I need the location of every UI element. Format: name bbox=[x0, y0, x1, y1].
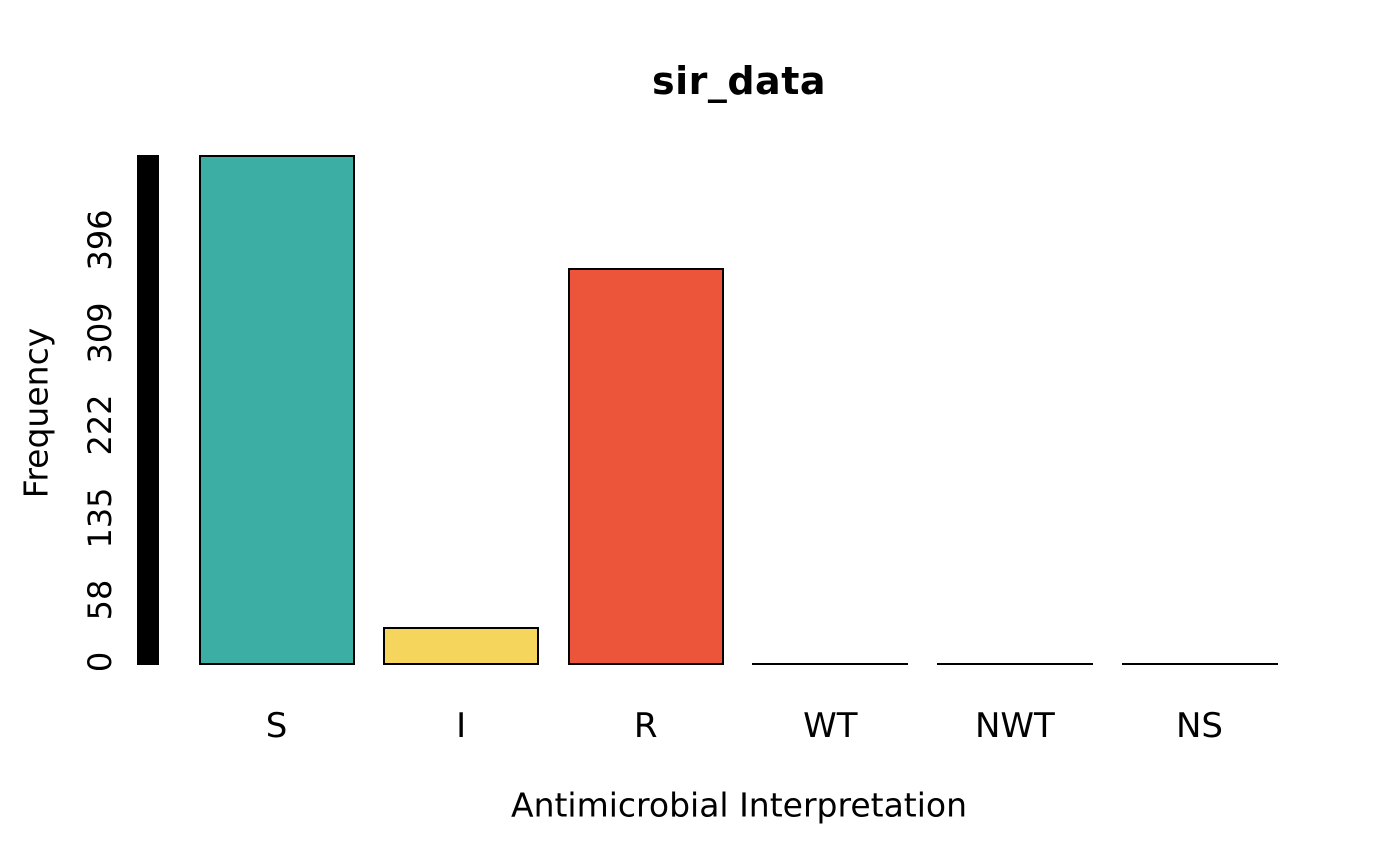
y-tick-label-0: 0 bbox=[81, 651, 119, 673]
y-tick-label-222: 222 bbox=[81, 394, 119, 456]
x-category-label-WT: WT bbox=[803, 706, 858, 746]
bar-WT bbox=[752, 663, 908, 665]
bar-S bbox=[199, 155, 355, 665]
y-axis-title: Frequency bbox=[16, 327, 56, 499]
y-tick-label-58: 58 bbox=[81, 579, 119, 621]
y-axis-tick-band bbox=[137, 155, 159, 665]
bar-NWT bbox=[937, 663, 1093, 665]
chart-title: sir_data bbox=[651, 59, 827, 103]
x-category-label-R: R bbox=[633, 706, 658, 746]
x-axis-title: Antimicrobial Interpretation bbox=[510, 785, 968, 825]
x-category-label-S: S bbox=[265, 706, 288, 746]
bar-I bbox=[383, 627, 539, 665]
y-tick-label-309: 309 bbox=[81, 302, 119, 364]
y-tick-label-135: 135 bbox=[81, 487, 119, 549]
y-tick-label-396: 396 bbox=[81, 209, 119, 271]
x-category-label-NWT: NWT bbox=[974, 706, 1055, 746]
bar-R bbox=[568, 268, 724, 665]
x-category-label-I: I bbox=[456, 706, 467, 746]
bar-NS bbox=[1122, 663, 1278, 665]
x-category-label-NS: NS bbox=[1175, 706, 1224, 746]
